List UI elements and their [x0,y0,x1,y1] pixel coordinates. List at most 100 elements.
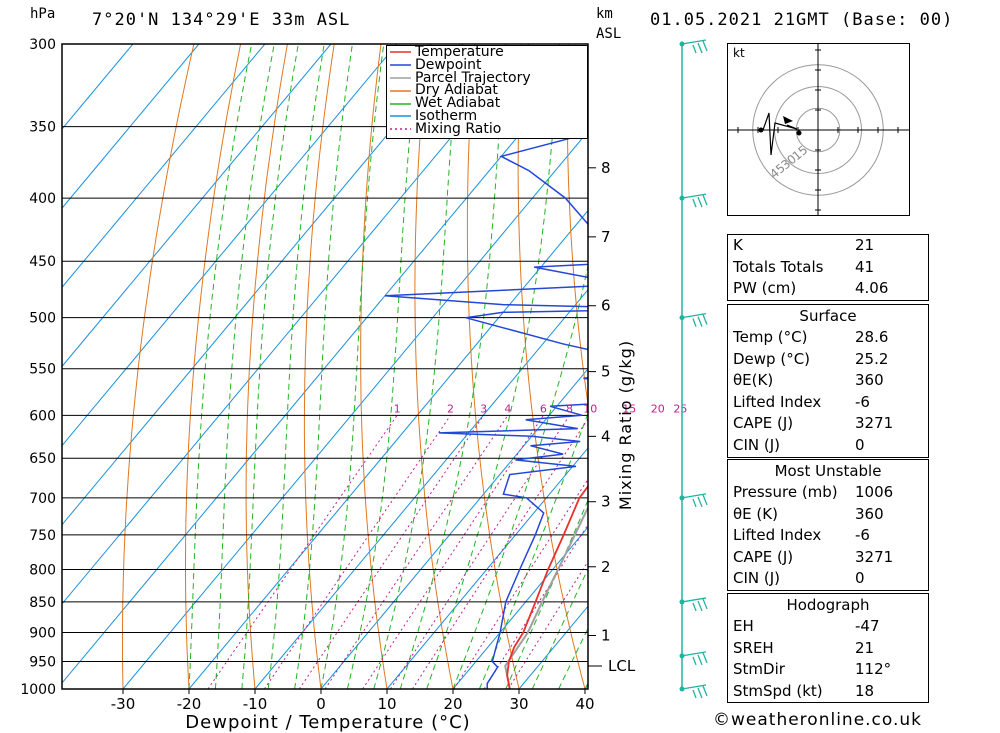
parcel-trajectory-line [504,505,588,689]
index-value: 1006 [855,483,894,501]
hodograph-trace [762,112,798,156]
dry-adiabat-line [943,44,1000,689]
height-tick-label: 6 [601,297,611,315]
index-table-most-unstable: Most Unstable Pressure (mb) 1006 θE (K) 360… [727,459,929,591]
index-row: CIN (J) 0 [728,435,928,457]
isotherm-line [62,44,530,605]
lcl-label: LCL [608,657,636,675]
index-label: SREH [733,638,774,657]
index-label: PW (cm) [733,279,797,298]
mixing-ratio-line [263,415,451,689]
wet-adiabat-line [505,498,588,689]
dry-adiabat-line [245,44,288,689]
wind-barb [681,684,708,699]
hodograph-title: Hodograph [786,596,870,614]
hodograph-storm-dot [796,130,802,136]
legend-swatch [390,128,411,130]
isotherm-line [62,44,398,447]
index-value: 0 [855,569,865,588]
wet-adiabat-line [188,44,253,689]
isotherm-line [62,51,588,684]
isotherm-line [62,44,464,526]
index-label: CIN (J) [733,435,781,454]
wet-adiabat-line [531,567,588,689]
index-row: SREH 21 [728,638,928,660]
height-tick-label: 7 [601,228,611,246]
index-label: CAPE (J) [733,547,794,566]
pressure-tick-label: 850 [29,595,56,611]
wind-barb [681,39,708,54]
index-label: Lifted Index [733,526,822,545]
index-value: 3271 [855,414,894,433]
mixing-ratio-line [507,560,588,689]
surface-title: Surface [799,307,857,325]
mixing-ratio-line [324,415,509,689]
index-value: 360 [855,371,884,390]
index-label: θE (K) [733,504,778,523]
wet-adiabat-line [373,44,460,689]
index-row: θE (K) 360 [728,504,928,526]
pressure-tick-label: 1000 [20,682,56,698]
temperature-tick-label: 10 [377,695,396,713]
x-axis-title: Dewpoint / Temperature (°C) [185,712,470,733]
index-value: 21 [855,236,875,254]
legend-label: Wet Adiabat [415,95,501,112]
temperature-tick-label: 0 [316,695,326,713]
legend-swatch [390,90,411,92]
index-label: StmDir [733,660,785,679]
index-row: StmSpd (kt) 18 [728,681,928,703]
legend-item: Dry Adiabat [387,84,587,97]
index-value: 112° [855,660,892,679]
legend-label: Mixing Ratio [415,120,502,137]
wet-adiabat-line [294,44,353,689]
height-tick-label: 1 [601,627,611,645]
mixing-ratio-label: 25 [673,402,687,415]
wet-adiabat-line [320,44,385,689]
index-row: StmDir 112° [728,659,928,681]
pressure-tick-label: 900 [29,626,56,642]
mixing-ratio-label: 15 [622,402,636,415]
hodograph-unit-label: kt [733,46,745,60]
legend-item: Wet Adiabat [387,95,587,112]
mixing-ratio-line [298,415,485,689]
index-row: K 21 [728,235,928,257]
pressure-tick-label: 750 [29,528,56,544]
wind-barb [681,313,708,327]
legend-swatch [390,51,411,54]
index-row: Lifted Index -6 [728,525,928,547]
index-row: PW (cm) 4.06 [728,278,928,300]
dewpoint-line [384,44,588,689]
legend-swatch [390,102,411,105]
legend-label: Dry Adiabat [415,82,498,99]
index-label: K [733,236,743,254]
index-label: Lifted Index [733,392,822,411]
index-label: Dewp (°C) [733,349,811,368]
km-unit-label: km [596,6,613,22]
isotherm-line [254,288,588,689]
legend-label: Dewpoint [415,56,482,73]
mixing-ratio-line [362,415,544,689]
pressure-tick-label: 700 [29,491,56,507]
temperature-line [506,484,588,689]
legend-label: Isotherm [415,107,478,124]
legend-label: Parcel Trajectory [415,69,531,86]
index-row: EH -47 [728,616,928,638]
index-value: 21 [855,638,875,657]
pressure-tick-label: 600 [29,408,56,424]
index-value: 360 [855,504,884,523]
index-label: CIN (J) [733,569,781,588]
index-row: Pressure (mb) 1006 [728,482,928,504]
dry-adiabat-line [414,44,454,689]
index-value: 28.6 [855,328,889,346]
wind-barb [681,193,708,208]
isotherm-line [62,44,200,209]
station-location: 7°20'N 134°29'E 33m ASL [92,10,351,30]
mixing-ratio-axis-title: Mixing Ratio (g/kg) [616,340,635,510]
legend-item: Isotherm [387,107,587,124]
index-row: CIN (J) 0 [728,568,928,590]
index-row: Lifted Index -6 [728,392,928,414]
height-tick-label: 5 [601,363,611,381]
height-tick-label: 2 [601,558,611,576]
